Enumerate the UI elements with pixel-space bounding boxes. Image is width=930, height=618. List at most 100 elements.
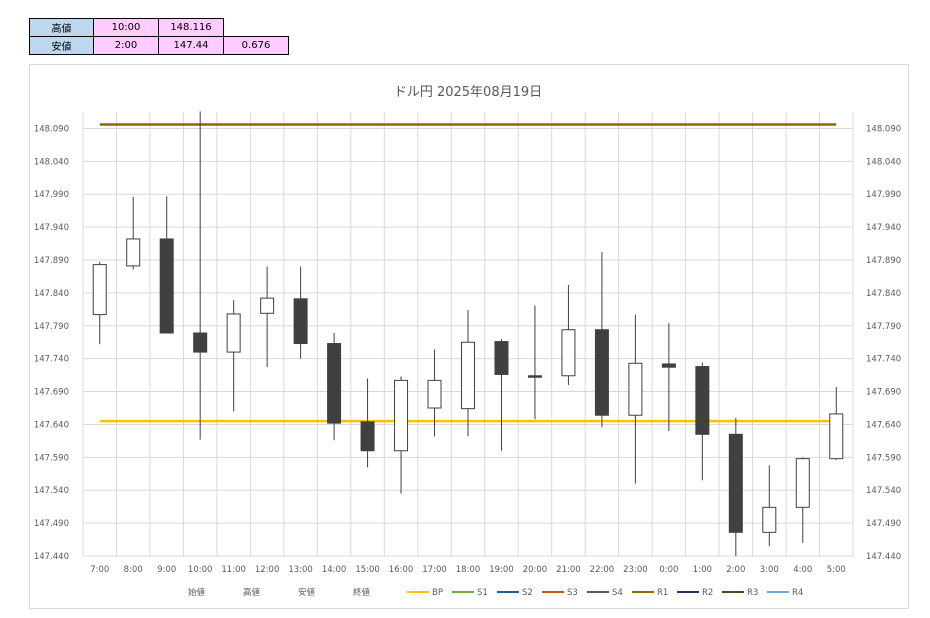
y-tick-label-left: 147.540 [34, 486, 69, 496]
legend-label: BP [432, 588, 443, 598]
summary-low-time: 2:00 [93, 36, 159, 55]
y-tick-label-left: 147.640 [34, 420, 69, 430]
candle-body [92, 264, 107, 316]
x-tick-label: 23:00 [623, 565, 648, 575]
x-tick-label: 21:00 [556, 565, 581, 575]
y-tick-label-right: 147.540 [866, 486, 901, 496]
legend-label: S2 [522, 588, 533, 598]
candle-body [327, 343, 342, 424]
x-tick-label: 4:00 [793, 565, 812, 575]
candle-body [795, 458, 810, 508]
candle-body [594, 329, 609, 416]
x-tick-label: 15:00 [355, 565, 380, 575]
legend-label: 安値 [298, 587, 316, 598]
summary-row-high: 高値 10:00 148.116 [29, 18, 289, 37]
candle-body [527, 375, 542, 378]
y-tick-label-right: 147.790 [866, 322, 901, 332]
candle-body [427, 379, 442, 409]
x-tick-label: 12:00 [255, 565, 280, 575]
axis-labels: 148.090 148.090 148.040 148.040 147.990 147.9… [34, 124, 901, 575]
y-tick-label-right: 147.490 [866, 519, 901, 529]
summary-low-label: 安値 [29, 36, 94, 55]
summary-row-low: 安値 2:00 147.44 0.676 [29, 36, 289, 55]
x-tick-label: 11:00 [221, 565, 246, 575]
x-tick-label: 13:00 [288, 565, 313, 575]
summary-low-value: 147.44 [158, 36, 224, 55]
legend-label: R2 [702, 588, 713, 598]
y-tick-label-left: 147.490 [34, 519, 69, 529]
summary-high-value: 148.116 [158, 18, 224, 37]
y-tick-label-right: 147.690 [866, 388, 901, 398]
y-tick-label-right: 147.990 [866, 190, 901, 200]
candle-body [561, 329, 576, 377]
y-tick-label-left: 147.740 [34, 355, 69, 365]
candle-body [260, 297, 275, 314]
x-tick-label: 0:00 [659, 565, 678, 575]
y-tick-label-right: 147.440 [866, 552, 901, 562]
y-tick-label-left: 147.440 [34, 552, 69, 562]
candle-body [661, 363, 676, 368]
x-tick-label: 2:00 [726, 565, 745, 575]
candle-body [126, 238, 141, 267]
y-tick-label-left: 147.790 [34, 322, 69, 332]
x-tick-label: 10:00 [188, 565, 213, 575]
chart-title: ドル円 2025年08月19日 [394, 85, 542, 100]
summary-range-value: 0.676 [223, 36, 289, 55]
x-tick-label: 18:00 [456, 565, 481, 575]
candle-body [394, 379, 409, 452]
legend-label: S4 [612, 588, 623, 598]
y-tick-label-right: 147.940 [866, 223, 901, 233]
x-tick-label: 17:00 [422, 565, 447, 575]
y-tick-label-left: 148.040 [34, 157, 69, 167]
y-tick-label-left: 147.940 [34, 223, 69, 233]
x-tick-label: 7:00 [90, 565, 109, 575]
x-tick-label: 5:00 [827, 565, 846, 575]
x-tick-label: 14:00 [322, 565, 347, 575]
candle-body [360, 421, 375, 452]
grid-lines [82, 112, 854, 557]
x-tick-label: 16:00 [389, 565, 414, 575]
legend-label: 終値 [353, 587, 371, 598]
legend-label: S1 [477, 588, 488, 598]
y-tick-label-left: 147.840 [34, 289, 69, 299]
summary-table: 高値 10:00 148.116 安値 2:00 147.44 0.676 [29, 18, 289, 55]
legend-label: R3 [747, 588, 758, 598]
candle-body [159, 238, 174, 334]
y-tick-label-right: 147.590 [866, 453, 901, 463]
y-tick-label-right: 147.640 [866, 420, 901, 430]
x-tick-label: 20:00 [523, 565, 548, 575]
legend-label: S3 [567, 588, 578, 598]
candles [92, 111, 844, 556]
candle-body [494, 341, 509, 375]
y-tick-label-left: 147.990 [34, 190, 69, 200]
candle-body [762, 506, 777, 533]
legend-label: 始値 [188, 587, 206, 598]
y-tick-label-left: 147.590 [34, 453, 69, 463]
summary-high-label: 高値 [29, 18, 94, 37]
candle-body [728, 433, 743, 533]
legend: 始値 高値 安値 終値 BP S1 S2 S3 S4 R1 R2 R3 R4 [188, 587, 803, 598]
y-tick-label-left: 147.890 [34, 256, 69, 266]
x-tick-label: 9:00 [157, 565, 176, 575]
candle-body [628, 362, 643, 416]
x-tick-label: 1:00 [693, 565, 712, 575]
summary-high-extra [224, 19, 289, 37]
x-tick-label: 8:00 [124, 565, 143, 575]
x-tick-label: 3:00 [760, 565, 779, 575]
legend-label: R4 [792, 588, 803, 598]
y-tick-label-right: 148.040 [866, 157, 901, 167]
candle-body [829, 413, 844, 460]
candle-body [293, 298, 308, 345]
candle-body [226, 313, 241, 353]
x-tick-label: 22:00 [590, 565, 615, 575]
legend-label: R1 [657, 588, 668, 598]
candle-body [193, 332, 208, 353]
y-tick-label-right: 147.890 [866, 256, 901, 266]
y-tick-label-left: 147.690 [34, 388, 69, 398]
y-tick-label-right: 147.740 [866, 355, 901, 365]
x-tick-label: 19:00 [489, 565, 514, 575]
summary-high-time: 10:00 [93, 18, 159, 37]
chart-area: ドル円 2025年08月19日 148.090 148.090 148.040 148… [29, 64, 909, 609]
y-tick-label-left: 148.090 [34, 124, 69, 134]
